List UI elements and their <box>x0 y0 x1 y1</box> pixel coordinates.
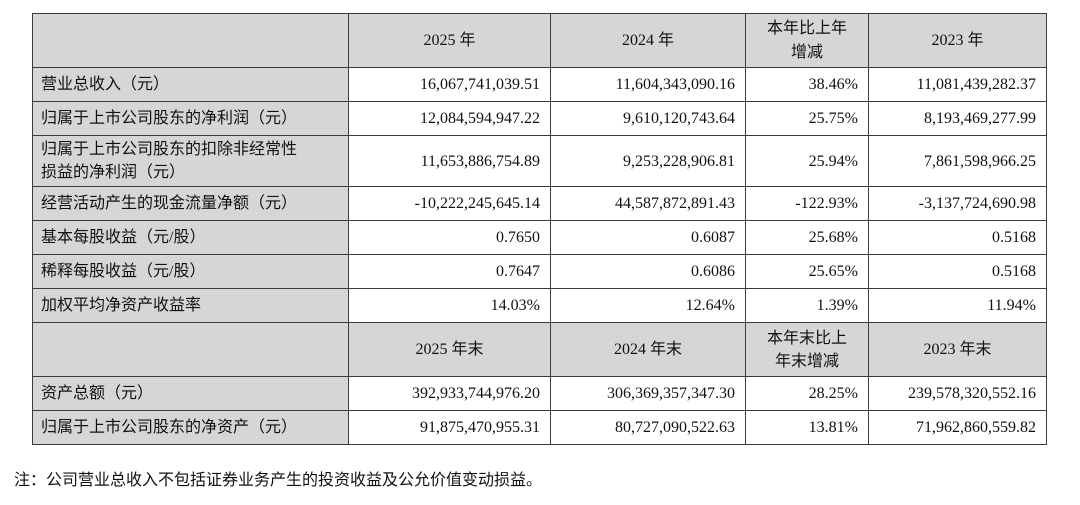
corner-empty-cell <box>32 322 349 378</box>
value-2023: 71,962,860,559.82 <box>868 410 1047 446</box>
col-header-2025-eop: 2025 年末 <box>348 322 551 378</box>
value-2023: 239,578,320,552.16 <box>868 376 1047 412</box>
value-2023: 11.94% <box>868 288 1047 324</box>
table-row-basic-eps: 基本每股收益（元/股） 0.7650 0.6087 25.68% 0.5168 <box>32 220 1047 256</box>
footnote: 注：公司营业总收入不包括证券业务产生的投资收益及公允价值变动损益。 <box>14 472 543 490</box>
value-change: 25.75% <box>745 101 869 136</box>
value-change: -122.93% <box>745 186 869 222</box>
metric-label: 基本每股收益（元/股） <box>32 220 349 256</box>
value-2025: 0.7650 <box>348 220 551 256</box>
table-row-net-assets: 归属于上市公司股东的净资产（元） 91,875,470,955.31 80,72… <box>32 410 1047 446</box>
col-header-2023: 2023 年 <box>868 13 1047 68</box>
value-2024: 0.6086 <box>550 254 746 290</box>
table-row-total-assets: 资产总额（元） 392,933,744,976.20 306,369,357,3… <box>32 376 1047 412</box>
value-2025: 91,875,470,955.31 <box>348 410 551 446</box>
corner-empty-cell <box>32 13 349 68</box>
col-header-2023-eop: 2023 年末 <box>868 322 1047 378</box>
value-2024: 44,587,872,891.43 <box>550 186 746 222</box>
table-row-weighted-avg-roe: 加权平均净资产收益率 14.03% 12.64% 1.39% 11.94% <box>32 288 1047 324</box>
metric-label: 归属于上市公司股东的净利润（元） <box>32 101 349 136</box>
value-change: 25.65% <box>745 254 869 290</box>
value-change: 25.94% <box>745 134 869 188</box>
financial-report-page: 2025 年 2024 年 本年比上年 增减 2023 年 营业总收入（元） 1… <box>14 13 1047 490</box>
value-2024: 9,253,228,906.81 <box>550 134 746 188</box>
value-2025: 12,084,594,947.22 <box>348 101 551 136</box>
metric-label: 归属于上市公司股东的扣除非经常性 损益的净利润（元） <box>32 134 349 188</box>
value-change: 25.68% <box>745 220 869 256</box>
metric-label: 稀释每股收益（元/股） <box>32 254 349 290</box>
value-2023: 8,193,469,277.99 <box>868 101 1047 136</box>
value-2024: 11,604,343,090.16 <box>550 67 746 102</box>
value-2025: -10,222,245,645.14 <box>348 186 551 222</box>
col-header-2025: 2025 年 <box>348 13 551 68</box>
col-header-2024: 2024 年 <box>550 13 746 68</box>
table-row-net-profit: 归属于上市公司股东的净利润（元） 12,084,594,947.22 9,610… <box>32 101 1047 136</box>
table-row-total-revenue: 营业总收入（元） 16,067,741,039.51 11,604,343,09… <box>32 67 1047 102</box>
col-header-eop-change: 本年末比上 年末增减 <box>745 322 869 378</box>
value-2025: 14.03% <box>348 288 551 324</box>
value-2024: 0.6087 <box>550 220 746 256</box>
value-2024: 12.64% <box>550 288 746 324</box>
value-change: 38.46% <box>745 67 869 102</box>
value-2023: 0.5168 <box>868 220 1047 256</box>
table-row-diluted-eps: 稀释每股收益（元/股） 0.7647 0.6086 25.65% 0.5168 <box>32 254 1047 290</box>
table-row-net-profit-excl-nonrecurring: 归属于上市公司股东的扣除非经常性 损益的净利润（元） 11,653,886,75… <box>32 134 1047 188</box>
value-2025: 16,067,741,039.51 <box>348 67 551 102</box>
metric-label: 加权平均净资产收益率 <box>32 288 349 324</box>
value-change: 28.25% <box>745 376 869 412</box>
value-2023: 11,081,439,282.37 <box>868 67 1047 102</box>
value-2023: -3,137,724,690.98 <box>868 186 1047 222</box>
table-row-operating-cash-flow: 经营活动产生的现金流量净额（元） -10,222,245,645.14 44,5… <box>32 186 1047 222</box>
value-2025: 11,653,886,754.89 <box>348 134 551 188</box>
metric-label: 经营活动产生的现金流量净额（元） <box>32 186 349 222</box>
value-2025: 0.7647 <box>348 254 551 290</box>
value-2023: 0.5168 <box>868 254 1047 290</box>
financial-summary-table: 2025 年 2024 年 本年比上年 增减 2023 年 营业总收入（元） 1… <box>32 13 1047 446</box>
period-header-row: 2025 年 2024 年 本年比上年 增减 2023 年 <box>32 13 1047 68</box>
col-header-yoy-change: 本年比上年 增减 <box>745 13 869 68</box>
metric-label: 归属于上市公司股东的净资产（元） <box>32 410 349 446</box>
value-change: 1.39% <box>745 288 869 324</box>
value-2024: 306,369,357,347.30 <box>550 376 746 412</box>
metric-label: 营业总收入（元） <box>32 67 349 102</box>
metric-label: 资产总额（元） <box>32 376 349 412</box>
value-change: 13.81% <box>745 410 869 446</box>
value-2024: 80,727,090,522.63 <box>550 410 746 446</box>
value-2025: 392,933,744,976.20 <box>348 376 551 412</box>
col-header-2024-eop: 2024 年末 <box>550 322 746 378</box>
value-2024: 9,610,120,743.64 <box>550 101 746 136</box>
end-of-period-header-row: 2025 年末 2024 年末 本年末比上 年末增减 2023 年末 <box>32 322 1047 378</box>
value-2023: 7,861,598,966.25 <box>868 134 1047 188</box>
